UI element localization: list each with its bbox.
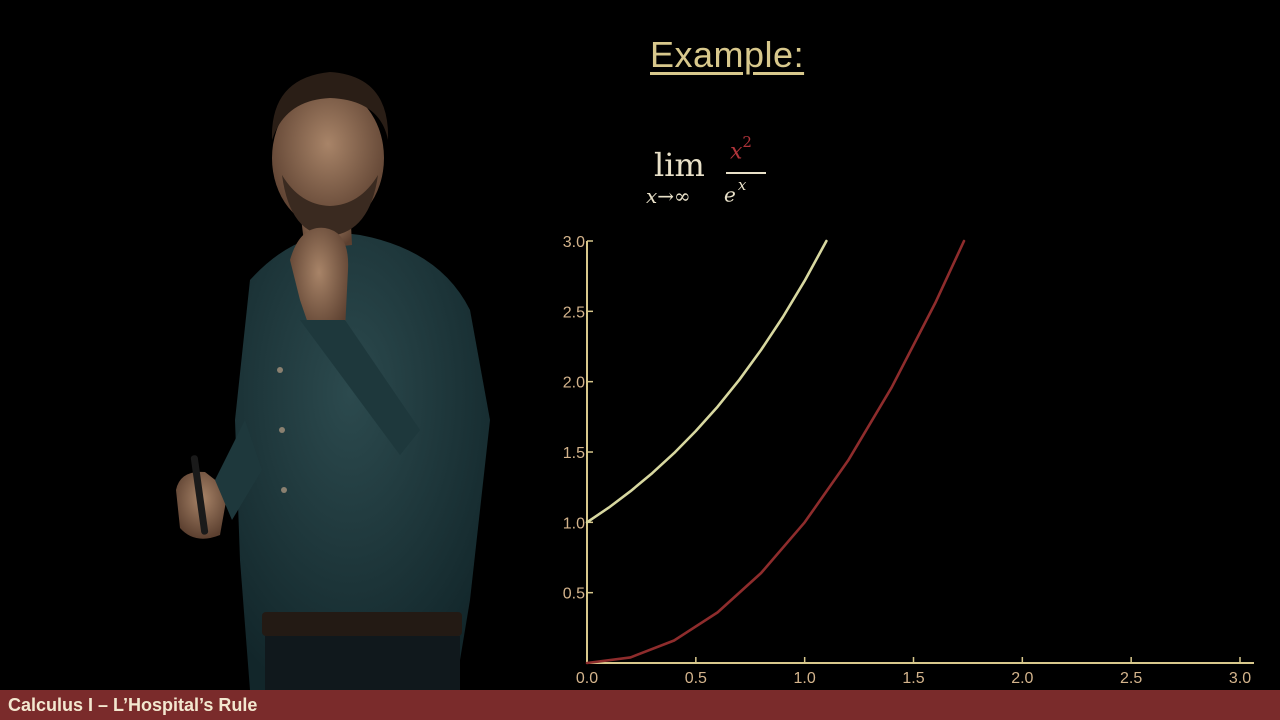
x-tick-label: 0.0: [576, 670, 598, 687]
series-line-exp: [585, 239, 828, 524]
x-tick-label: 3.0: [1229, 670, 1251, 687]
x-tick-label: 0.5: [685, 670, 707, 687]
footer-bar: Calculus I – L’Hospital’s Rule: [0, 690, 1280, 720]
lim-subscript: x→∞: [646, 184, 691, 208]
x-tick-label: 1.5: [902, 670, 924, 687]
x-tick-label: 2.5: [1120, 670, 1142, 687]
numerator-base: x: [730, 139, 743, 165]
x-tick-label: 2.0: [1011, 670, 1033, 687]
denominator-exponent: x: [737, 176, 747, 194]
denominator-base: e: [724, 182, 736, 207]
y-tick-label: 2.0: [563, 375, 585, 392]
fraction-bar: [726, 172, 766, 174]
y-tick-label: 1.0: [563, 515, 585, 532]
numerator-exponent: 2: [742, 133, 752, 151]
series-line-square: [585, 239, 966, 665]
x-tick-label: 1.0: [794, 670, 816, 687]
y-tick-label: 2.5: [563, 304, 585, 321]
y-tick-label: 0.5: [563, 586, 585, 603]
slide-heading: Example:: [650, 34, 805, 75]
fraction-numerator: x2: [730, 133, 752, 165]
course-title: Calculus I – L’Hospital’s Rule: [8, 695, 258, 715]
y-tick-label: 1.5: [563, 445, 585, 462]
lim-word: lim: [654, 146, 705, 184]
y-tick-label: 3.0: [563, 234, 585, 251]
